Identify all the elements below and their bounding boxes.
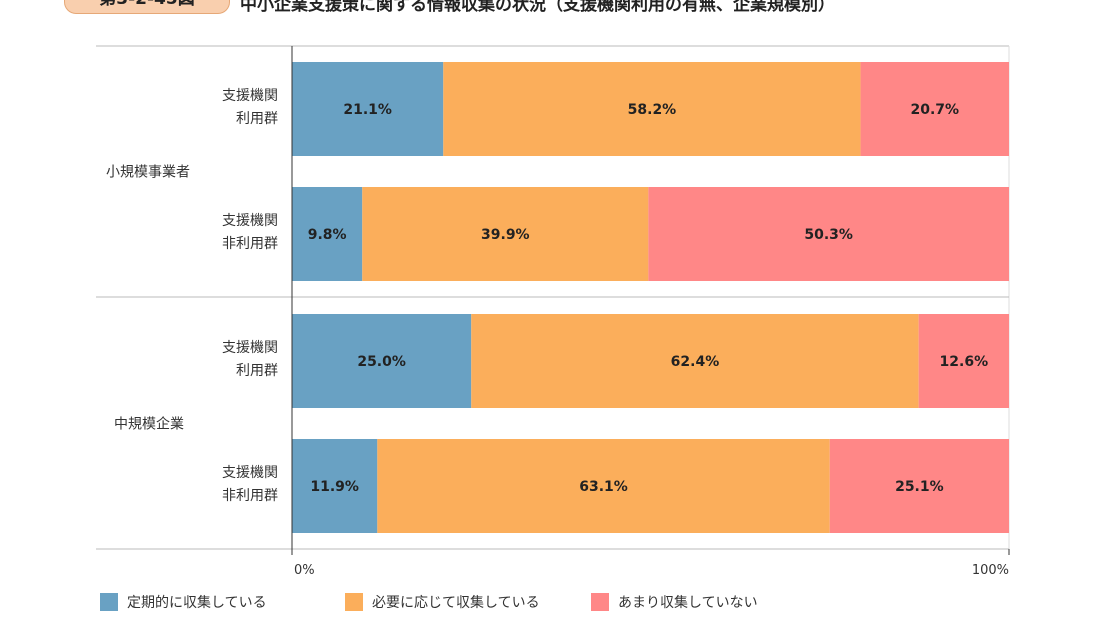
data-label: 25.1% (895, 479, 944, 495)
legend-label-rarely: あまり収集していない (618, 595, 758, 611)
bar-segment (443, 62, 861, 156)
bar-segment (292, 439, 378, 533)
row-label: 利用群 (236, 363, 278, 379)
legend-swatch-regular (100, 593, 118, 611)
bar-segment (648, 187, 1009, 281)
bar-segment (829, 439, 1009, 533)
data-label: 11.9% (310, 479, 359, 495)
bar-segment (292, 314, 472, 408)
legend-item-as-needed: 必要に応じて収集している (345, 592, 540, 612)
group-label: 小規模事業者 (106, 165, 190, 181)
figure-title: 中小企業支援策に関する情報収集の状況（支援機関利用の有無、企業規模別） (240, 0, 835, 15)
bar-segment (918, 314, 1009, 408)
legend-item-regular: 定期的に収集している (100, 592, 267, 612)
legend-swatch-rarely (591, 593, 609, 611)
row-label: 支援機関 (222, 213, 278, 229)
data-label: 20.7% (911, 102, 960, 118)
data-label: 58.2% (628, 102, 677, 118)
data-label: 62.4% (671, 354, 720, 370)
group-label: 中規模企業 (114, 416, 184, 433)
legend: 定期的に収集している 必要に応じて収集している あまり収集していない (0, 592, 1106, 616)
row-label: 支援機関 (222, 465, 278, 481)
data-label: 12.6% (940, 354, 989, 370)
row-label: 非利用群 (222, 488, 278, 504)
bar-segment (471, 314, 919, 408)
data-label: 9.8% (308, 227, 347, 243)
bar-segment (292, 187, 363, 281)
data-label: 21.1% (343, 102, 392, 118)
data-label: 63.1% (579, 479, 628, 495)
x-tick-label: 100% (972, 563, 1009, 578)
bar-segment (292, 62, 444, 156)
figure-number: 第3-2-45図 (99, 0, 194, 9)
legend-item-rarely: あまり収集していない (591, 592, 758, 612)
bar-segment (860, 62, 1009, 156)
legend-swatch-as-needed (345, 593, 363, 611)
data-label: 25.0% (357, 354, 406, 370)
bar-segment (377, 439, 830, 533)
row-label: 非利用群 (222, 236, 278, 252)
data-label: 39.9% (481, 227, 530, 243)
row-label: 支援機関 (222, 340, 278, 356)
bar-segment (362, 187, 649, 281)
data-label: 50.3% (804, 227, 853, 243)
x-tick-label: 0% (294, 563, 315, 578)
legend-label-as-needed: 必要に応じて収集している (372, 595, 540, 611)
row-label: 支援機関 (222, 88, 278, 104)
row-label: 利用群 (236, 111, 278, 127)
legend-label-regular: 定期的に収集している (127, 595, 267, 611)
